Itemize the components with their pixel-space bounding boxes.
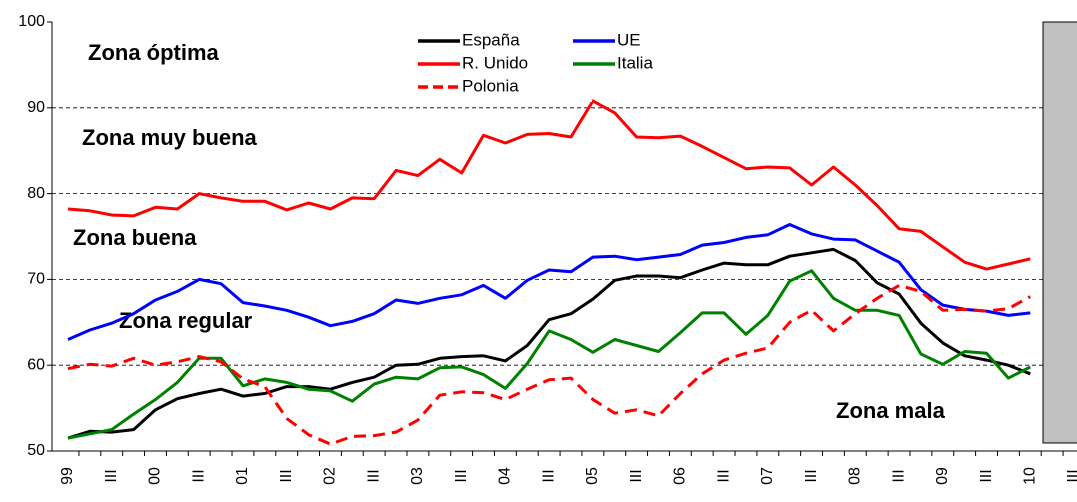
series-line	[67, 283, 1032, 446]
x-tick-label: III	[715, 469, 732, 482]
x-tick-label: 08	[847, 467, 864, 485]
x-tick-label: 05	[584, 467, 601, 485]
x-tick-label: 06	[672, 467, 689, 485]
y-tick-label: 80	[27, 185, 45, 202]
x-tick-label: 02	[322, 467, 339, 485]
legend-label: Polonia	[462, 76, 519, 95]
legend-label: R. Unido	[462, 53, 528, 72]
y-tick-label: 50	[27, 442, 45, 459]
series-line	[67, 269, 1031, 440]
x-tick-label: 04	[497, 467, 514, 485]
x-tick-label: III	[103, 469, 120, 482]
legend-label: España	[462, 30, 520, 49]
x-tick-label: 01	[234, 467, 251, 485]
legend: España UE R. Unido Italia Polonia	[412, 28, 653, 102]
x-tick-label: III	[803, 469, 820, 482]
x-tick-label: III	[890, 469, 907, 482]
shaded-region	[1042, 21, 1077, 444]
y-tick-label: 70	[27, 271, 45, 288]
y-tick-label: 90	[27, 99, 45, 116]
x-tick-label: 09	[934, 467, 951, 485]
series-line	[67, 99, 1031, 271]
x-tick-label: 00	[147, 467, 164, 485]
annotation: Zona muy buena	[82, 125, 258, 150]
x-tick-label: III	[365, 469, 382, 482]
y-tick-label: 60	[27, 356, 45, 373]
x-tick-label: III	[278, 469, 295, 482]
x-tick-label: 99	[59, 467, 76, 485]
x-tick-label: III	[628, 469, 645, 482]
annotation: Zona mala	[836, 398, 946, 423]
annotation: Zona óptima	[88, 40, 220, 65]
series-line	[67, 247, 1031, 440]
legend-label: UE	[617, 30, 641, 49]
x-tick-label: 10	[1021, 467, 1038, 485]
x-tick-label: III	[453, 469, 470, 482]
annotation: Zona buena	[73, 225, 197, 250]
series-line	[67, 223, 1031, 341]
x-tick-label: III	[978, 469, 995, 482]
x-tick-label: 07	[759, 467, 776, 485]
x-tick-label: III	[190, 469, 207, 482]
x-tick-label: III	[540, 469, 557, 482]
legend-label: Italia	[617, 53, 653, 72]
annotation: Zona regular	[119, 308, 253, 333]
y-tick-label: 100	[18, 13, 45, 30]
x-tick-label: III	[1065, 469, 1077, 482]
x-tick-label: 03	[409, 467, 426, 485]
